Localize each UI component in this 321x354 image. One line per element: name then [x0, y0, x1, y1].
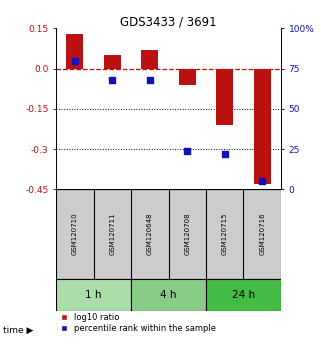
Bar	[141, 50, 158, 69]
Bar	[169, 189, 206, 279]
Point	[72, 58, 77, 63]
Point	[110, 77, 115, 83]
Text: 4 h: 4 h	[160, 290, 177, 300]
Bar	[206, 279, 281, 311]
Bar	[66, 34, 83, 69]
Bar	[56, 279, 131, 311]
Bar	[56, 189, 94, 279]
Text: GSM120711: GSM120711	[109, 213, 115, 256]
Bar	[254, 69, 271, 184]
Text: 24 h: 24 h	[232, 290, 255, 300]
Title: GDS3433 / 3691: GDS3433 / 3691	[120, 15, 217, 28]
Bar	[104, 55, 121, 69]
Text: GSM120648: GSM120648	[147, 213, 153, 255]
Text: 1 h: 1 h	[85, 290, 102, 300]
Bar	[179, 69, 196, 85]
Bar	[131, 279, 206, 311]
Bar	[206, 189, 243, 279]
Point	[260, 178, 265, 184]
Bar	[243, 189, 281, 279]
Text: GSM120710: GSM120710	[72, 213, 78, 256]
Bar	[131, 189, 169, 279]
Text: GSM120715: GSM120715	[222, 213, 228, 255]
Point	[185, 148, 190, 154]
Bar	[94, 189, 131, 279]
Text: time ▶: time ▶	[3, 325, 34, 335]
Text: GSM120716: GSM120716	[259, 213, 265, 256]
Point	[222, 151, 227, 157]
Bar	[216, 69, 233, 125]
Point	[147, 77, 152, 83]
Text: GSM120708: GSM120708	[184, 213, 190, 256]
Legend: log10 ratio, percentile rank within the sample: log10 ratio, percentile rank within the …	[60, 313, 216, 333]
